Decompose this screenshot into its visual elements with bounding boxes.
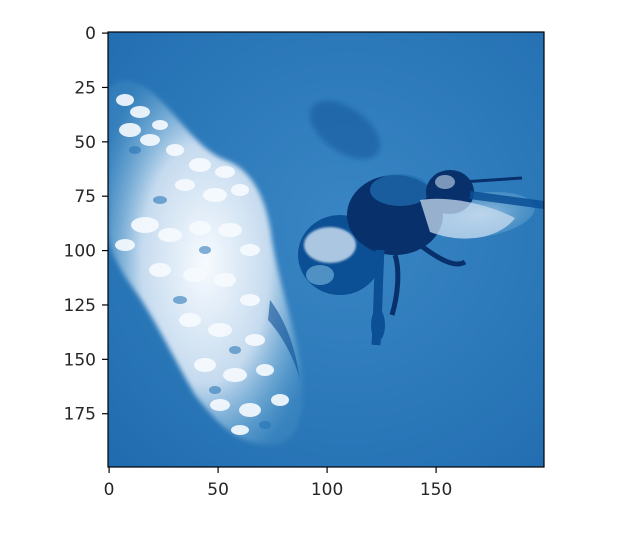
x-axis: 0 50 100 150 <box>104 467 452 500</box>
bee-abdomen-highlight <box>304 227 356 263</box>
y-tick-label: 150 <box>64 350 96 370</box>
bee-pollen-basket <box>371 309 385 341</box>
flower <box>108 80 303 446</box>
bee-antenna <box>461 176 523 184</box>
flower-florets <box>115 94 289 435</box>
bee <box>298 100 544 346</box>
axes-frame <box>107 31 545 468</box>
bee-front-wing <box>420 198 515 239</box>
x-tick-label: 150 <box>420 480 452 500</box>
y-tick-label: 75 <box>74 187 96 207</box>
bee-blurred-wing <box>309 100 381 160</box>
flower-stem-shadow <box>268 300 300 380</box>
y-tick-label: 50 <box>74 133 96 153</box>
x-tick-label: 0 <box>104 480 115 500</box>
flower-shadows <box>129 146 271 429</box>
y-tick-label: 0 <box>85 24 96 44</box>
y-tick-label: 25 <box>74 78 96 98</box>
y-tick-label: 175 <box>64 405 96 425</box>
flower-body <box>108 80 303 446</box>
y-tick-label: 125 <box>64 296 96 316</box>
y-axis: 0 25 50 75 100 125 150 175 <box>64 24 108 425</box>
bee-proboscis <box>469 191 544 209</box>
x-tick-label: 100 <box>311 480 343 500</box>
bee-eye-highlight <box>435 175 455 189</box>
bee-thorax-fur <box>370 174 430 206</box>
y-tick-label: 100 <box>64 242 96 262</box>
image-content <box>108 32 544 467</box>
bee-leg-right <box>418 242 467 267</box>
x-tick-label: 50 <box>207 480 229 500</box>
bee-leg-mid <box>389 254 401 316</box>
bee-abdomen-stripe <box>306 265 334 285</box>
